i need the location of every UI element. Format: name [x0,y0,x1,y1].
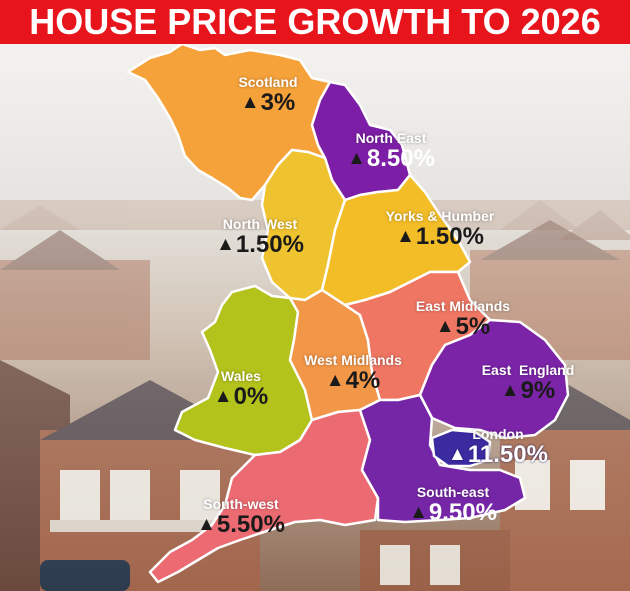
region-growth: ▲5.50% [197,511,285,538]
region-name: Yorks & Humber [385,208,495,224]
up-triangle-icon: ▲ [448,444,467,465]
up-triangle-icon: ▲ [197,514,216,535]
label-north-west: North West ▲1.50% [200,216,320,258]
region-east-england[interactable] [418,318,570,440]
up-triangle-icon: ▲ [325,370,345,391]
label-london: London ▲11.50% [428,426,568,468]
region-growth: ▲9.50% [409,499,497,526]
region-growth: ▲1.50% [216,231,304,258]
region-name: North West [222,216,298,232]
label-scotland: Scotland ▲3% [218,74,318,116]
region-name: North East [355,130,427,146]
page-title: HOUSE PRICE GROWTH TO 2026 [0,0,630,44]
up-triangle-icon: ▲ [409,502,428,523]
region-london[interactable] [430,428,492,468]
region-growth: ▲3% [240,89,296,116]
up-triangle-icon: ▲ [435,316,455,337]
region-name: London [472,426,524,442]
up-triangle-icon: ▲ [216,234,235,255]
region-name: South-east [416,484,490,500]
region-growth: ▲8.50% [347,145,435,172]
label-west-midlands: West Midlands ▲4% [288,352,418,394]
region-name: West Midlands [304,352,402,368]
up-triangle-icon: ▲ [500,380,520,401]
region-growth: ▲9% [500,377,556,404]
region-growth: ▲4% [325,367,381,394]
up-triangle-icon: ▲ [347,148,366,169]
up-triangle-icon: ▲ [396,226,415,247]
region-name: Wales [221,368,261,384]
up-triangle-icon: ▲ [213,386,233,407]
region-growth: ▲0% [213,383,269,410]
region-name: East Midlands [415,298,511,314]
label-south-east: South-east ▲9.50% [388,484,518,526]
region-name: Scotland [238,74,298,90]
region-growth: ▲5% [435,313,491,340]
label-east-midlands: East Midlands ▲5% [398,298,528,340]
label-yorks-humber: Yorks & Humber ▲1.50% [370,208,510,250]
label-east-england: East England ▲9% [468,362,588,404]
up-triangle-icon: ▲ [240,92,260,113]
label-north-east: North East ▲8.50% [326,130,456,172]
label-wales: Wales ▲0% [196,368,286,410]
region-growth: ▲11.50% [448,441,548,468]
region-growth: ▲1.50% [396,223,484,250]
label-south-west: South-west ▲5.50% [176,496,306,538]
region-south-east[interactable] [358,393,527,524]
region-name: East England [481,362,575,378]
region-name: South-west [203,496,279,512]
